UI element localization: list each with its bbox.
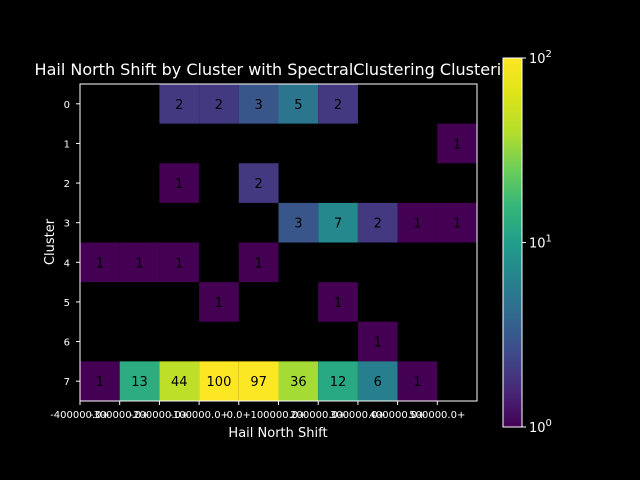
heatmap-cell xyxy=(278,361,319,401)
x-tick-label: 500000.0+ xyxy=(409,410,465,421)
x-tick-label: 0.0+ xyxy=(227,410,251,421)
cell-value-label: 1 xyxy=(413,375,421,390)
cell-value-label: 1 xyxy=(255,256,263,271)
heatmap-cell xyxy=(357,321,398,362)
cell-value-label: 1 xyxy=(175,256,183,271)
y-tick-label: 5 xyxy=(64,298,70,309)
heatmap-cell xyxy=(357,202,398,243)
heatmap-cell xyxy=(397,202,438,243)
x-tick-label: 400000.0+ xyxy=(370,410,426,421)
colorbar-tick-label: 100 xyxy=(529,418,552,436)
heatmap-cell xyxy=(318,361,358,401)
cell-value-label: 1 xyxy=(96,375,104,390)
heatmap-cell xyxy=(437,202,477,243)
heatmap-cell xyxy=(318,84,358,124)
heatmap-cell xyxy=(238,242,279,283)
x-tick-label: 200000.0+ xyxy=(290,410,346,421)
colorbar-tick-label: 101 xyxy=(529,234,552,252)
heatmap-cell xyxy=(80,242,120,283)
x-tick-label: -100000.0+ xyxy=(169,410,229,421)
y-axis-label: Cluster xyxy=(43,218,58,265)
heatmap-cell xyxy=(199,361,239,401)
x-tick-label: 300000.0+ xyxy=(330,410,386,421)
x-tick-label: -200000.0+ xyxy=(130,410,190,421)
heatmap-cell xyxy=(199,282,239,322)
y-tick-label: 1 xyxy=(64,139,70,150)
cell-value-label: 1 xyxy=(135,256,143,271)
heatmap-cell xyxy=(437,123,477,164)
cell-value-label: 6 xyxy=(374,375,382,390)
cell-value-label: 1 xyxy=(334,296,342,311)
heatmap-cell xyxy=(238,84,279,124)
heatmap-cell xyxy=(278,84,319,124)
y-tick-label: 6 xyxy=(64,338,70,349)
cell-value-label: 5 xyxy=(294,98,302,113)
x-axis-label: Hail North Shift xyxy=(228,426,327,441)
x-tick-label: -300000.0+ xyxy=(90,410,150,421)
cell-value-label: 1 xyxy=(374,336,382,351)
colorbar-tick-label: 102 xyxy=(529,49,552,67)
heatmap-cell xyxy=(159,242,200,283)
heatmap-cell xyxy=(199,84,239,124)
heatmap-cell xyxy=(318,202,358,243)
heatmap-cell xyxy=(119,361,160,401)
chart-title: Hail North Shift by Cluster with Spectra… xyxy=(35,60,522,79)
cell-value-label: 1 xyxy=(96,256,104,271)
cell-value-label: 1 xyxy=(413,217,421,232)
cell-value-label: 1 xyxy=(453,137,461,152)
heatmap-cell xyxy=(238,361,279,401)
y-tick-label: 7 xyxy=(64,377,70,388)
heatmap-cell xyxy=(357,361,398,401)
cell-value-label: 3 xyxy=(255,98,263,113)
cell-value-label: 1 xyxy=(215,296,223,311)
y-tick-label: 0 xyxy=(64,100,70,111)
y-tick-label: 3 xyxy=(64,219,70,230)
x-tick-label: -400000.0+ xyxy=(50,410,110,421)
heatmap-cell xyxy=(159,361,200,401)
y-tick-label: 2 xyxy=(64,179,70,190)
heatmap-cell xyxy=(159,84,200,124)
cell-value-label: 2 xyxy=(215,98,223,113)
x-tick-label: 100000.0+ xyxy=(250,410,306,421)
heatmap-cell xyxy=(119,242,160,283)
cell-value-label: 12 xyxy=(330,375,347,390)
heatmap-cell xyxy=(278,202,319,243)
cell-value-label: 36 xyxy=(290,375,307,390)
colorbar xyxy=(502,57,523,428)
cell-value-label: 100 xyxy=(207,375,232,390)
cell-value-label: 2 xyxy=(374,217,382,232)
cell-value-label: 7 xyxy=(334,217,342,232)
cell-value-label: 1 xyxy=(175,177,183,192)
cell-value-label: 44 xyxy=(171,375,188,390)
y-tick-label: 4 xyxy=(64,258,70,269)
heatmap-cell xyxy=(397,361,438,401)
cell-value-label: 13 xyxy=(131,375,148,390)
cell-value-label: 3 xyxy=(294,217,302,232)
heatmap-cell xyxy=(318,282,358,322)
heatmap-cell xyxy=(80,361,120,401)
heatmap-cell xyxy=(238,163,279,203)
cell-value-label: 2 xyxy=(334,98,342,113)
heatmap-cell xyxy=(159,163,200,203)
cell-value-label: 1 xyxy=(453,217,461,232)
cell-value-label: 2 xyxy=(175,98,183,113)
cell-value-label: 2 xyxy=(255,177,263,192)
cell-value-label: 97 xyxy=(250,375,267,390)
